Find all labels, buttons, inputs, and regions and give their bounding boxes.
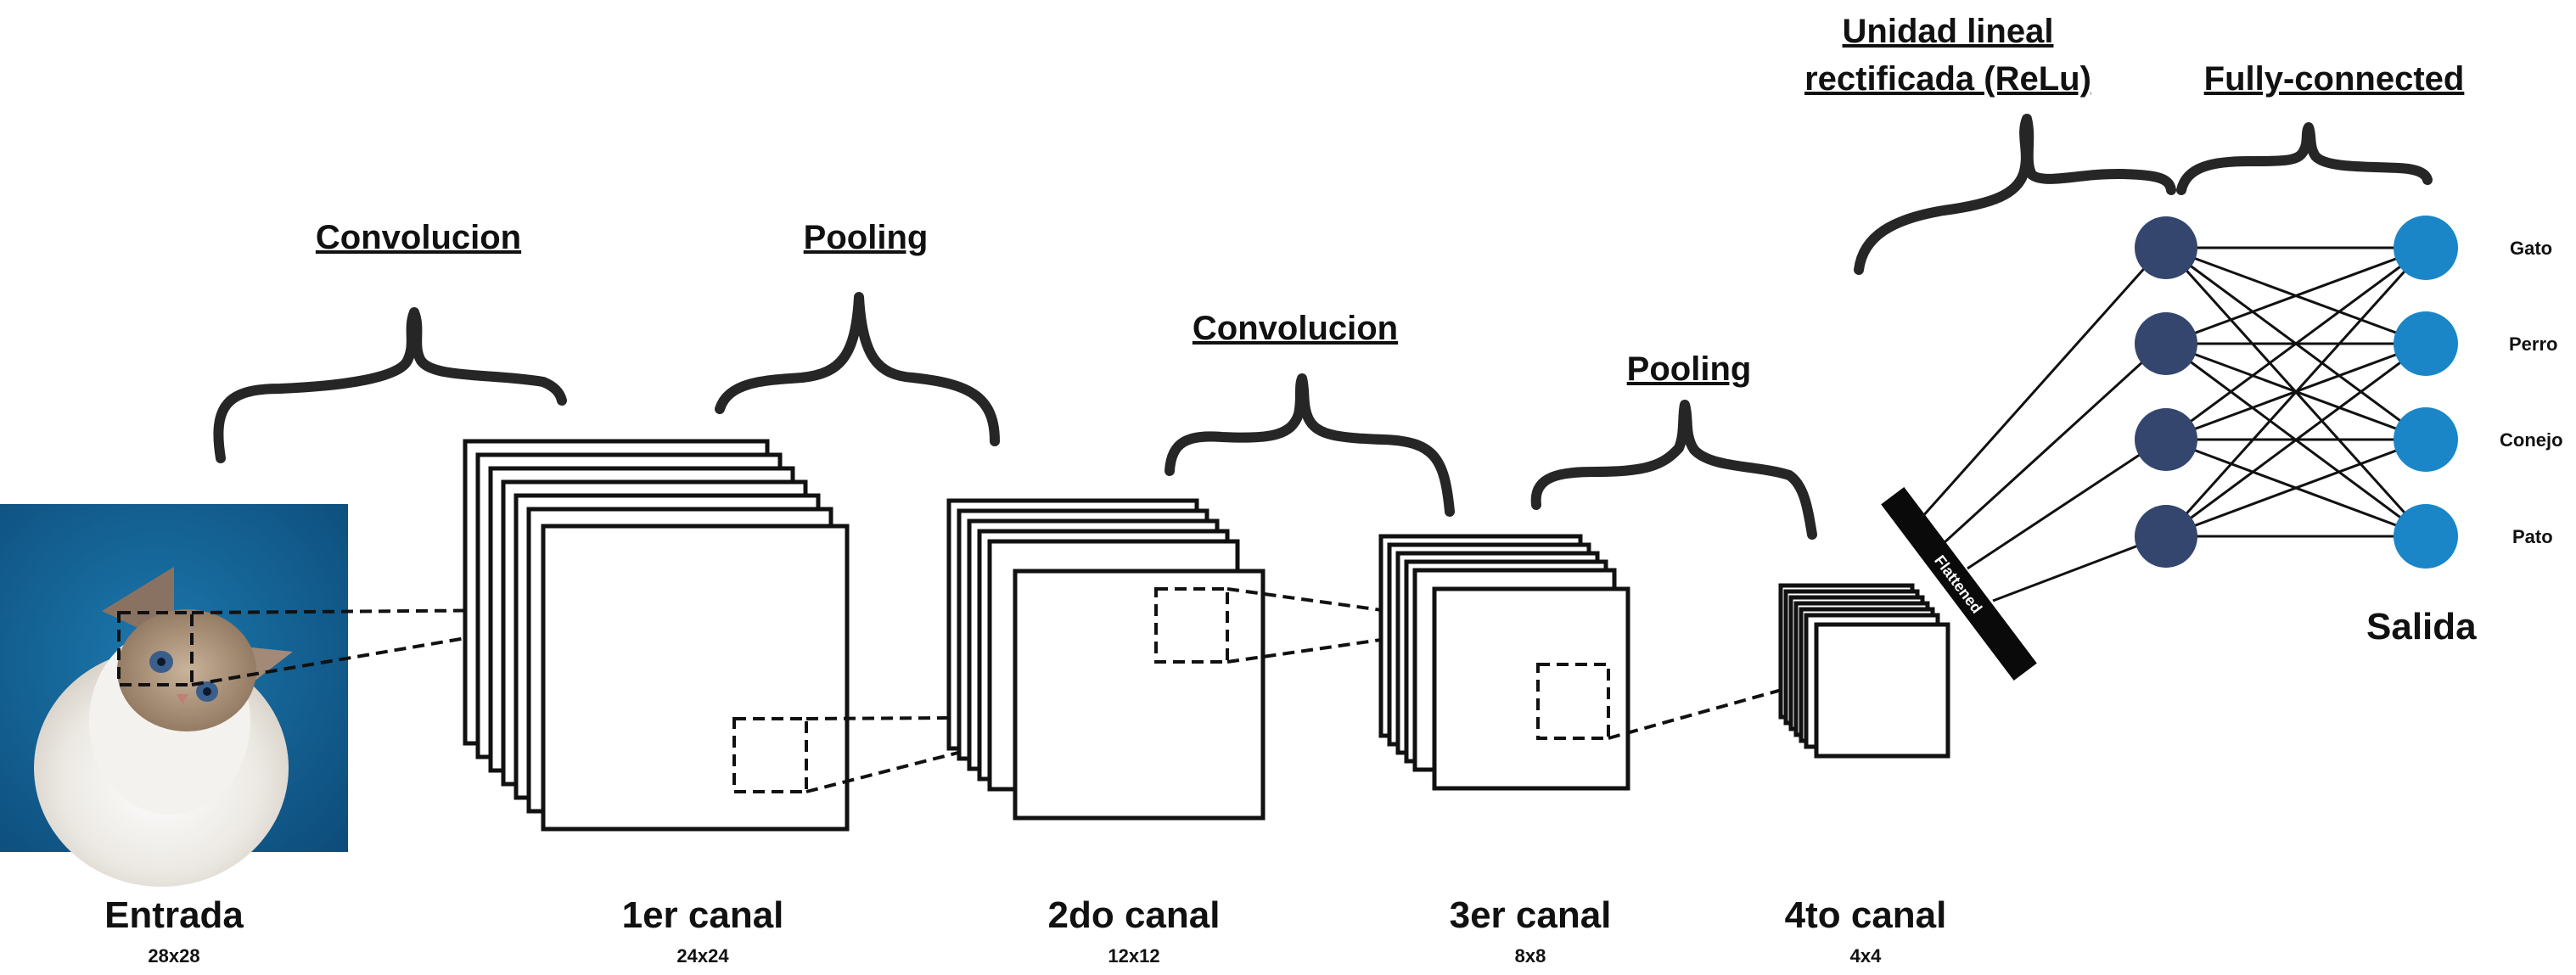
pool2-label: Pooling: [1627, 350, 1752, 388]
ch2-size: 12x12: [1108, 945, 1159, 967]
class-label-perro: Perro: [2509, 333, 2557, 355]
ch2-feature-maps: [946, 498, 1266, 821]
ch4-size: 4x4: [1850, 945, 1882, 967]
hidden-node: [2135, 408, 2197, 471]
conv1-label: Convolucion: [316, 219, 521, 256]
output-node-conejo: [2394, 407, 2458, 472]
ch4-feature-maps: [1778, 583, 1950, 759]
ch1-size: 24x24: [676, 945, 729, 967]
pool1-brace: [715, 292, 1000, 446]
output-title: Salida: [2366, 606, 2477, 647]
ch3-size: 8x8: [1515, 945, 1546, 967]
ch2-title: 2do canal: [1048, 894, 1221, 936]
flatten-bar: [1881, 486, 2037, 681]
ch1-receptive-field: [732, 717, 808, 793]
pool1-label: Pooling: [804, 219, 929, 256]
ch2-to-ch3-projection: [1226, 587, 1488, 664]
ch1-title: 1er canal: [622, 894, 784, 936]
fc-brace: [2176, 122, 2433, 195]
relu-label-line2: rectificada (ReLu): [1804, 60, 2091, 98]
hidden-to-output-connections: [2164, 246, 2427, 538]
cat-right-pupil: [203, 687, 211, 696]
input-size: 28x28: [148, 945, 199, 967]
output-nodes: [2394, 216, 2458, 569]
relu-label-line1: Unidad lineal: [1843, 13, 2054, 50]
input-image: [0, 504, 348, 887]
hidden-node: [2135, 216, 2197, 279]
conv2-brace: [1165, 373, 1455, 517]
output-node-gato: [2394, 216, 2458, 280]
cat-head: [117, 609, 256, 731]
cat-left-pupil: [157, 658, 166, 666]
class-label-gato: Gato: [2510, 238, 2552, 259]
hidden-node: [2135, 505, 2197, 568]
ch3-feature-maps: [1378, 534, 1630, 791]
conv2-label: Convolucion: [1193, 310, 1398, 347]
class-label-pato: Pato: [2512, 526, 2553, 547]
ch1-feature-maps: [463, 439, 850, 832]
input-receptive-field: [117, 611, 194, 686]
pool2-brace: [1530, 400, 1817, 540]
input-title: Entrada: [104, 894, 244, 936]
class-label-conejo: Conejo: [2500, 429, 2563, 451]
ch2-receptive-field: [1154, 587, 1229, 664]
fc-label: Fully-connected: [2204, 60, 2465, 98]
relu-brace: [1854, 114, 2176, 275]
output-node-pato: [2394, 504, 2458, 569]
cat-nose: [177, 694, 188, 704]
output-node-perro: [2394, 311, 2458, 376]
ch4-title: 4to canal: [1785, 894, 1947, 936]
ch3-title: 3er canal: [1450, 894, 1612, 936]
conv1-brace: [213, 307, 567, 463]
flatten-to-hidden-connections: [1920, 247, 2164, 602]
hidden-nodes: [2135, 216, 2197, 568]
hidden-node: [2135, 312, 2197, 375]
ch3-receptive-field: [1536, 663, 1610, 740]
